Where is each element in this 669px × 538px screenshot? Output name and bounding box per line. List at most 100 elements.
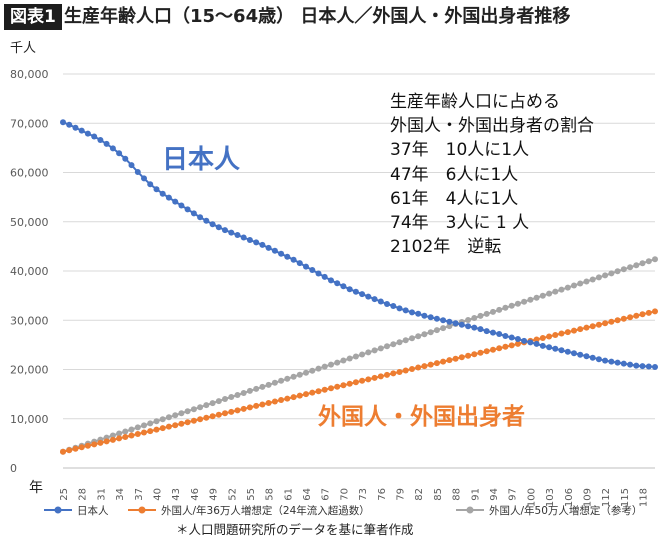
series-point xyxy=(296,392,303,399)
series-point xyxy=(246,404,253,411)
x-tick-label: 112 xyxy=(601,488,612,507)
legend-label: 日本人 xyxy=(77,504,109,517)
series-point xyxy=(583,324,590,331)
series-point xyxy=(234,232,241,238)
x-tick-label: 88 xyxy=(452,488,463,501)
series-point xyxy=(396,339,403,346)
series-point xyxy=(222,396,228,402)
series-point xyxy=(128,426,135,433)
series-point xyxy=(583,278,590,285)
series-point xyxy=(116,430,123,437)
series-point xyxy=(296,371,303,378)
series-point xyxy=(197,214,204,221)
y-tick-label: 40,000 xyxy=(10,265,49,278)
series-point xyxy=(521,337,528,344)
series-point xyxy=(446,318,453,325)
x-axis-unit-label: 年 xyxy=(29,480,43,496)
x-tick-label: 49 xyxy=(209,488,220,501)
series-point xyxy=(589,323,596,330)
series-point xyxy=(209,221,216,228)
legend-label: 外国人/年36万人増想定（24年流入超過数） xyxy=(161,504,370,517)
series-point xyxy=(153,186,160,193)
series-point xyxy=(190,406,197,413)
series-point xyxy=(589,276,596,283)
series-point xyxy=(458,354,465,361)
series-point xyxy=(377,373,384,380)
series-point xyxy=(483,348,490,355)
series-point xyxy=(508,302,515,309)
series-point xyxy=(147,428,154,435)
legend-marker xyxy=(466,506,474,514)
series-point xyxy=(421,331,428,338)
series-point xyxy=(271,398,278,405)
series-point xyxy=(465,352,472,359)
series-point xyxy=(471,315,478,321)
series-point xyxy=(577,280,584,287)
series-point xyxy=(558,330,565,337)
series-point xyxy=(421,312,428,319)
x-tick-label: 76 xyxy=(377,488,388,501)
y-tick-label: 50,000 xyxy=(10,216,49,229)
series-point xyxy=(514,300,521,307)
series-point xyxy=(409,309,415,316)
series-point xyxy=(359,351,366,358)
series-point xyxy=(234,407,241,414)
series-point xyxy=(109,436,116,443)
series-point xyxy=(608,270,615,277)
y-tick-label: 70,000 xyxy=(10,117,49,130)
series-point xyxy=(602,272,609,279)
series-point xyxy=(502,343,509,350)
series-point xyxy=(433,360,440,367)
series-point xyxy=(159,190,166,197)
series-point xyxy=(165,194,172,201)
series-point xyxy=(377,345,384,352)
series-point xyxy=(552,332,559,338)
series-point xyxy=(496,345,503,352)
series-point xyxy=(265,400,272,406)
y-axis-unit-label: 千人 xyxy=(10,41,36,56)
series-point xyxy=(265,244,272,251)
series-point xyxy=(340,283,347,290)
series-point xyxy=(458,321,465,328)
series-point xyxy=(496,331,503,337)
series-point xyxy=(440,317,447,324)
series-point xyxy=(614,317,621,324)
series-point xyxy=(452,355,459,362)
series-point xyxy=(402,307,409,314)
series-point xyxy=(321,273,328,280)
series-point xyxy=(66,447,73,454)
series-point xyxy=(409,366,415,372)
series-point xyxy=(371,374,378,381)
series-point xyxy=(315,270,322,277)
series-point xyxy=(639,311,646,318)
series-point xyxy=(514,340,521,347)
series-point xyxy=(215,398,222,405)
series-point xyxy=(290,256,297,263)
series-point xyxy=(228,229,235,236)
series-point xyxy=(352,379,359,386)
series-point xyxy=(415,333,422,340)
x-tick-label: 94 xyxy=(489,488,500,501)
series-point xyxy=(303,369,309,376)
series-point xyxy=(197,404,204,411)
series-point xyxy=(253,385,260,392)
series-point xyxy=(259,383,266,390)
series-point xyxy=(321,363,328,370)
legend-marker xyxy=(138,506,146,514)
series-point xyxy=(346,380,353,387)
series-point xyxy=(558,286,565,293)
series-point xyxy=(134,424,141,431)
series-point xyxy=(377,298,384,305)
series-point xyxy=(608,318,615,325)
series-point xyxy=(396,305,403,312)
series-point xyxy=(465,323,472,330)
series-point xyxy=(315,388,322,395)
x-tick-label: 43 xyxy=(171,488,182,501)
series-point xyxy=(340,357,347,364)
series-point xyxy=(533,340,540,347)
series-point xyxy=(490,329,496,336)
series-point xyxy=(184,419,191,426)
x-tick-label: 31 xyxy=(96,488,107,501)
x-tick-label: 103 xyxy=(545,488,556,507)
